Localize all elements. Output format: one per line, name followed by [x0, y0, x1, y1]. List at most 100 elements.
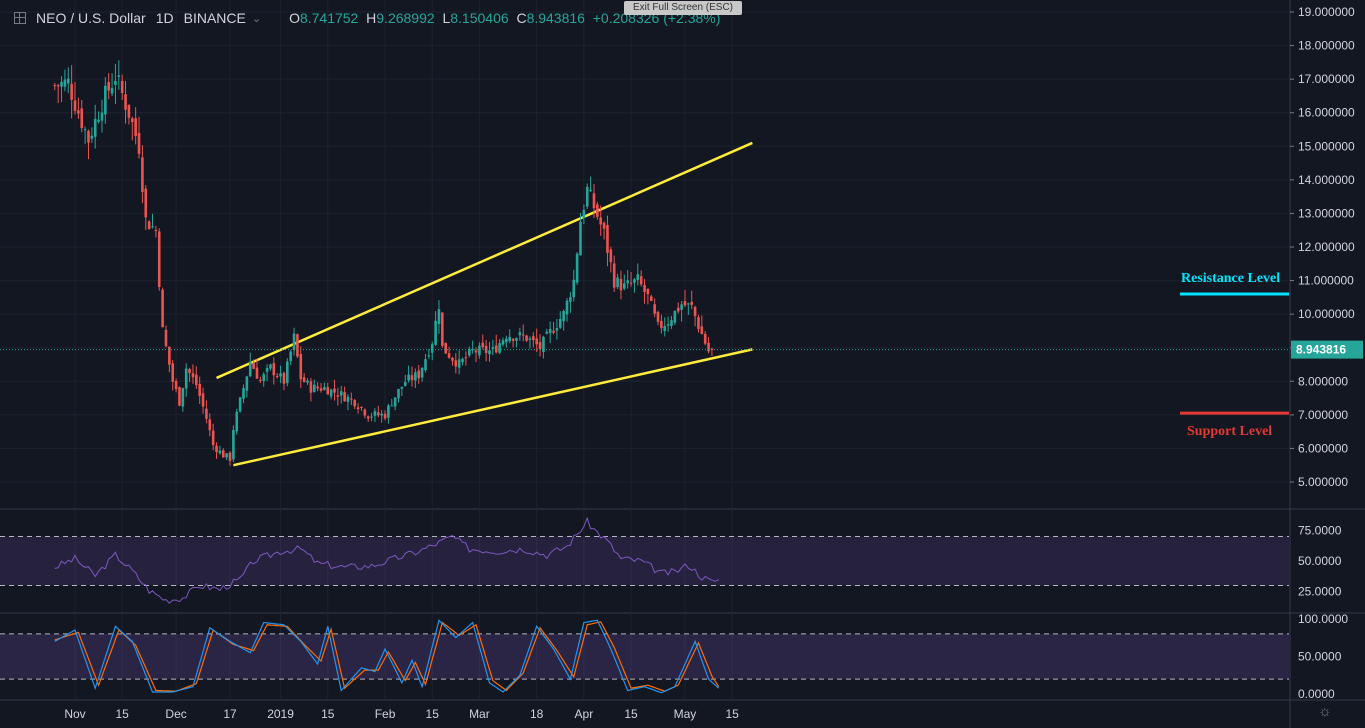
candle-body	[478, 345, 481, 356]
candle-body	[501, 340, 505, 345]
candle-body	[606, 225, 609, 253]
candle-body	[350, 398, 353, 400]
candle-body	[414, 372, 417, 381]
current-price-label: 8.943816	[1296, 343, 1346, 357]
settings-icon[interactable]: ☼	[1318, 703, 1332, 720]
candle-body	[265, 368, 269, 372]
candle-body	[552, 330, 555, 333]
current-price-badge[interactable]	[1291, 340, 1363, 359]
candle-body	[619, 279, 623, 291]
candle-body	[410, 375, 414, 381]
x-tick-label: 2019	[267, 707, 294, 721]
candle-body	[225, 453, 228, 458]
candle-body	[558, 318, 562, 328]
candle-body	[424, 359, 427, 371]
candle-body	[366, 416, 370, 419]
x-tick-label: Apr	[575, 707, 594, 721]
candle-body	[346, 396, 350, 402]
candle-body	[511, 338, 515, 341]
interval[interactable]: 1D	[155, 10, 174, 26]
y-tick-label: 17.000000	[1298, 72, 1355, 86]
candle-body	[390, 405, 394, 407]
x-tick-label: 18	[530, 707, 544, 721]
candle-body	[467, 348, 471, 356]
candle-body	[329, 389, 333, 397]
candle-body	[545, 331, 549, 334]
stoch-band	[0, 633, 1289, 680]
price-axis[interactable]: 19.000000 18.000000 17.000000 16.000000 15.0…	[1290, 5, 1363, 701]
candle-body	[306, 380, 309, 383]
candle-body	[508, 336, 512, 342]
high-value: 9.268992	[376, 10, 435, 26]
candle-body	[548, 328, 552, 334]
candle-body	[171, 363, 175, 382]
trendlines[interactable]	[216, 141, 753, 467]
symbol-name[interactable]: NEO / U.S. Dollar	[36, 10, 146, 26]
crosshair-icon[interactable]	[14, 12, 26, 24]
candle-body	[370, 416, 373, 418]
candle-body	[542, 336, 545, 352]
candle-body	[538, 341, 542, 349]
candle-body	[434, 320, 437, 345]
candle-body	[407, 374, 410, 381]
candle-body	[683, 301, 687, 306]
candle-body	[63, 79, 67, 87]
levels[interactable]	[0, 292, 1289, 415]
stoch-tick-label: 0.0000	[1298, 687, 1335, 701]
candle-body	[134, 118, 137, 136]
candle-body	[444, 342, 447, 354]
candle-body	[87, 130, 90, 143]
time-axis[interactable]: Nov 15 Dec 17 2019 15 Feb 15 Mar 18 Apr 15 May 15	[64, 707, 739, 721]
candle-body	[90, 135, 94, 139]
candle-body	[528, 338, 532, 340]
candle-body	[144, 188, 148, 218]
candle-body	[505, 338, 508, 343]
x-tick-label: Nov	[64, 707, 85, 721]
candle-body	[191, 373, 195, 378]
candle-body	[53, 85, 57, 87]
stoch-tick-label: 100.0000	[1298, 612, 1348, 626]
candle-body	[417, 370, 421, 379]
rsi-tick-label: 25.0000	[1298, 585, 1342, 599]
stochastic-panel	[0, 619, 1289, 694]
candle-body	[232, 430, 235, 460]
candle-body	[279, 373, 282, 377]
exchange[interactable]: BINANCE	[183, 10, 246, 26]
support-label: Support Level	[1187, 424, 1273, 439]
candle-body	[643, 285, 646, 292]
candle-body	[56, 85, 60, 87]
candle-body	[532, 336, 535, 341]
rsi-panel	[0, 516, 1289, 604]
lower-trendline[interactable]	[233, 348, 753, 467]
low-value: 8.150406	[450, 10, 509, 26]
candle-body	[629, 282, 633, 284]
candle-body	[184, 368, 188, 389]
candle-body	[397, 389, 400, 399]
candle-body	[154, 230, 158, 232]
candle-body	[400, 386, 404, 389]
candle-body	[589, 189, 592, 191]
candle-body	[130, 118, 134, 123]
candle-body	[343, 392, 346, 402]
candle-body	[562, 311, 565, 322]
candle-body	[697, 317, 700, 329]
candle-body	[515, 338, 518, 341]
candle-body	[673, 310, 677, 323]
candle-body	[286, 361, 289, 384]
upper-trendline[interactable]	[216, 141, 753, 380]
candle-body	[565, 300, 569, 315]
candle-body	[151, 226, 154, 228]
candle-body	[174, 381, 178, 390]
candle-body	[572, 279, 576, 298]
chevron-down-icon[interactable]: ⌄	[251, 12, 262, 25]
candle-body	[602, 222, 606, 229]
candle-body	[616, 277, 619, 288]
candle-body	[269, 364, 272, 369]
candle-body	[690, 301, 694, 305]
x-tick-label: 15	[426, 707, 440, 721]
candle-body	[585, 187, 589, 207]
candle-body	[430, 344, 434, 353]
y-tick-label: 14.000000	[1298, 173, 1355, 187]
candle-body	[474, 350, 478, 353]
